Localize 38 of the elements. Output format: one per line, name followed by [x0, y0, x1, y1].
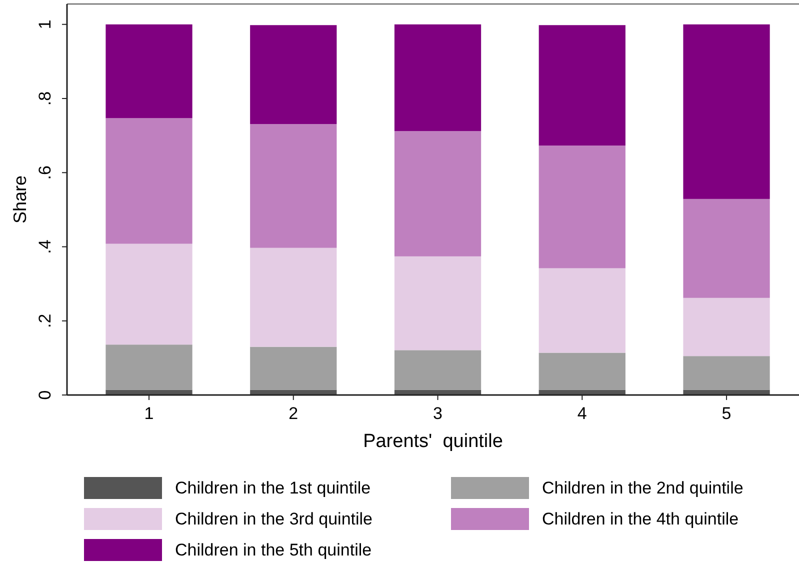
y-tick-label: 1 [36, 20, 54, 30]
bar [683, 198, 770, 298]
bar [250, 25, 337, 124]
x-tick-label: 5 [722, 404, 732, 423]
y-tick-label: .4 [36, 240, 54, 254]
bar [106, 118, 192, 244]
bar [106, 24, 192, 118]
x-tick-label: 4 [577, 404, 587, 423]
y-axis-title: Share [10, 175, 30, 224]
x-tick-label: 3 [433, 404, 442, 423]
y-tick-label: 0 [36, 390, 54, 400]
bar [394, 256, 482, 350]
y-tick-label: .6 [36, 166, 54, 180]
bar [394, 131, 482, 256]
bar [394, 350, 482, 390]
bar [106, 244, 192, 345]
bar [106, 344, 192, 390]
legend-label: Children in the 5th quintile [175, 540, 372, 560]
bar [394, 24, 482, 132]
bar [683, 356, 770, 390]
bar [683, 298, 770, 356]
legend-label: Children in the 4th quintile [542, 510, 739, 528]
bar [538, 352, 626, 390]
bar [250, 248, 337, 347]
y-tick-label: .8 [36, 91, 54, 106]
x-axis-title: Parents' quintile [363, 431, 503, 452]
bar [250, 346, 337, 390]
bar [538, 268, 626, 353]
legend-label: Children in the 1st quintile [175, 478, 371, 498]
bar [683, 24, 770, 199]
bar [538, 146, 626, 268]
bar [538, 25, 626, 146]
bar [250, 124, 337, 248]
legend-label: Children in the 3rd quintile [175, 510, 373, 528]
x-tick-label: 1 [144, 404, 154, 423]
x-tick-label: 2 [288, 404, 298, 423]
y-tick-label: .2 [36, 314, 54, 328]
legend-label: Children in the 2nd quintile [542, 478, 744, 498]
